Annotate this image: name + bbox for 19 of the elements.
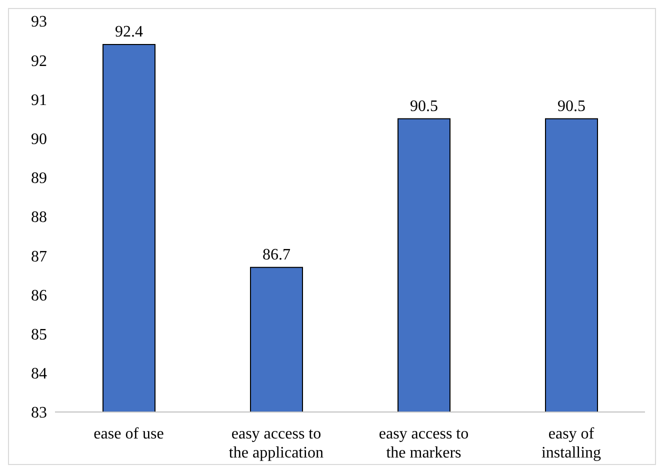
y-tick-label: 86 bbox=[31, 287, 47, 304]
x-tick-label: easy of installing bbox=[541, 425, 602, 462]
data-label: 90.5 bbox=[410, 98, 438, 115]
y-tick-label: 93 bbox=[31, 14, 47, 31]
x-tick-label: ease of use bbox=[94, 425, 164, 442]
y-tick-label: 88 bbox=[31, 209, 47, 226]
y-tick-label: 83 bbox=[31, 404, 47, 422]
y-tick-label: 90 bbox=[31, 130, 47, 148]
x-tick-label: easy access to the markers bbox=[378, 425, 469, 462]
y-tick-label: 84 bbox=[31, 366, 47, 383]
data-label: 86.7 bbox=[262, 246, 290, 264]
y-tick-label: 91 bbox=[31, 92, 47, 109]
data-label: 92.4 bbox=[115, 23, 143, 40]
data-label: 90.5 bbox=[558, 98, 586, 115]
x-tick-label: easy access to the application bbox=[228, 425, 324, 462]
y-tick-label: 89 bbox=[31, 170, 47, 188]
y-tick-label: 87 bbox=[31, 248, 47, 266]
y-tick-label: 92 bbox=[31, 52, 47, 70]
y-tick-label: 85 bbox=[31, 326, 47, 344]
